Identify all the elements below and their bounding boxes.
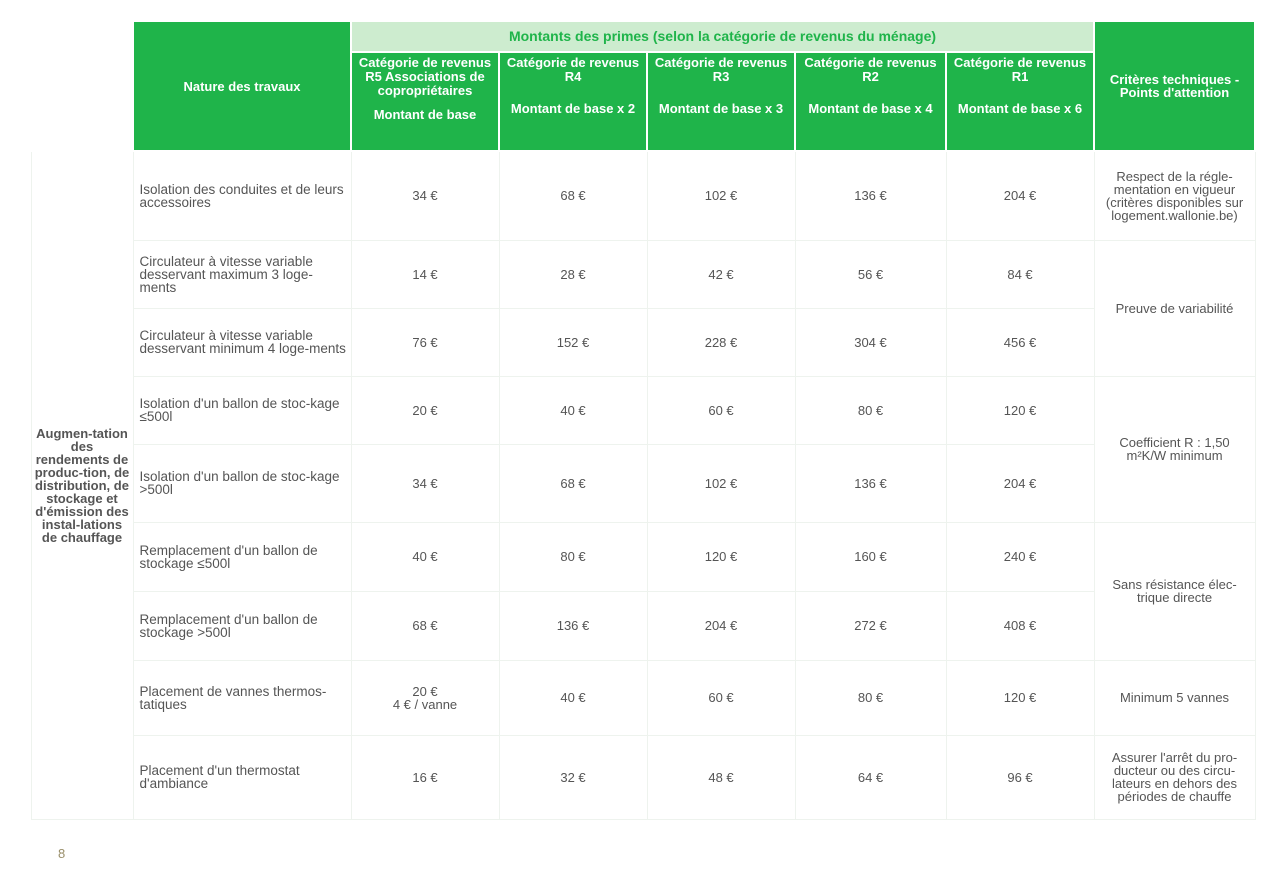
category-multiplier: Montant de base x 4 bbox=[808, 101, 933, 116]
corner-blank bbox=[30, 20, 134, 152]
table-row: Isolation d'un ballon de stoc-kage ≤500l… bbox=[31, 375, 1256, 523]
amount-cell: 48 € bbox=[646, 734, 796, 820]
category-header-r4: Catégorie de revenus R4 Montant de base … bbox=[498, 51, 648, 152]
amount-cell: 28 € bbox=[498, 239, 648, 309]
group-label: Augmen-tation des rendements de produc-t… bbox=[30, 150, 134, 820]
amount-cell: 160 € bbox=[794, 521, 947, 592]
amount-cell: 68 € bbox=[498, 443, 648, 523]
amount-cell: 20 € bbox=[350, 375, 500, 445]
category-label: Catégorie de revenus R4 bbox=[506, 55, 640, 84]
category-header-r5: Catégorie de revenus R5 Associations de … bbox=[350, 51, 500, 152]
table-row: Remplacement d'un ballon de stockage >50… bbox=[31, 590, 1255, 661]
amount-cell: 304 € bbox=[794, 307, 947, 377]
amount-cell: 14 € bbox=[350, 239, 500, 309]
amount-cell: 68 € bbox=[498, 150, 648, 241]
amount-cell: 16 € bbox=[350, 734, 500, 820]
amount-cell: 40 € bbox=[498, 375, 648, 445]
amount-cell: 204 € bbox=[646, 590, 796, 661]
category-header-r3: Catégorie de revenus R3 Montant de base … bbox=[646, 51, 796, 152]
nature-cell: Circulateur à vitesse variable desservan… bbox=[132, 239, 352, 309]
amount-cell: 60 € bbox=[646, 659, 796, 736]
table-row: Remplacement d'un ballon de stockage ≤50… bbox=[31, 521, 1256, 661]
amount-cell: 76 € bbox=[350, 307, 500, 377]
amount-cell: 136 € bbox=[498, 590, 648, 661]
table-row: Placement de vannes thermos-tatiques 20 … bbox=[31, 659, 1256, 736]
nature-cell: Remplacement d'un ballon de stockage ≤50… bbox=[132, 521, 352, 592]
amount-cell: 204 € bbox=[945, 150, 1095, 241]
category-label: Catégorie de revenus R2 bbox=[804, 55, 937, 84]
amount-cell: 40 € bbox=[498, 659, 648, 736]
amount-cell: 102 € bbox=[646, 443, 796, 523]
category-label: Catégorie de revenus R3 bbox=[654, 55, 788, 84]
nature-header: Nature des travaux bbox=[132, 20, 352, 152]
category-multiplier: Montant de base x 6 bbox=[957, 101, 1083, 116]
amount-cell: 32 € bbox=[498, 734, 648, 820]
category-header-r2: Catégorie de revenus R2 Montant de base … bbox=[794, 51, 947, 152]
amount-cell: 34 € bbox=[350, 150, 500, 241]
criteria-cell: Coefficient R : 1,50 m²K/W minimum bbox=[1093, 375, 1256, 523]
category-multiplier: Montant de base x 3 bbox=[658, 101, 784, 116]
table-row: Augmen-tation des rendements de produc-t… bbox=[30, 150, 1256, 820]
table-row: Placement d'un thermostat d'ambiance 16 … bbox=[31, 734, 1256, 820]
amount-cell: 80 € bbox=[794, 659, 947, 736]
amount-cell: 64 € bbox=[794, 734, 947, 820]
amount-value: 20 € bbox=[412, 683, 438, 699]
nature-cell: Placement d'un thermostat d'ambiance bbox=[132, 734, 352, 820]
amount-cell: 408 € bbox=[945, 590, 1095, 661]
amount-cell: 68 € bbox=[350, 590, 500, 661]
amount-cell: 34 € bbox=[350, 443, 500, 523]
nature-cell: Circulateur à vitesse variable desservan… bbox=[132, 307, 352, 377]
amount-extra: 4 € / vanne bbox=[392, 696, 458, 712]
criteria-cell: Preuve de variabilité bbox=[1093, 239, 1256, 377]
amount-cell: 102 € bbox=[646, 150, 796, 241]
amount-cell: 120 € bbox=[945, 659, 1095, 736]
amount-cell: 228 € bbox=[646, 307, 796, 377]
amount-cell: 136 € bbox=[794, 443, 947, 523]
amount-cell: 120 € bbox=[646, 521, 796, 592]
amounts-super-header: Montants des primes (selon la catégorie … bbox=[349, 20, 1096, 53]
amount-cell: 80 € bbox=[794, 375, 947, 445]
criteria-cell: Minimum 5 vannes bbox=[1093, 659, 1256, 736]
amount-cell: 152 € bbox=[498, 307, 648, 377]
nature-cell: Isolation des conduites et de leurs acce… bbox=[132, 150, 352, 241]
category-multiplier: Montant de base x 2 bbox=[510, 101, 636, 116]
criteria-cell: Respect de la régle-mentation en vigueur… bbox=[1093, 150, 1256, 241]
category-label: Catégorie de revenus R5 Associations de … bbox=[358, 55, 492, 98]
amount-cell: 20 € 4 € / vanne bbox=[350, 659, 500, 736]
criteria-cell: Assurer l'arrêt du pro-ducteur ou des ci… bbox=[1093, 734, 1256, 820]
category-multiplier: Montant de base bbox=[373, 107, 477, 122]
amount-cell: 120 € bbox=[945, 375, 1095, 445]
amount-cell: 80 € bbox=[498, 521, 648, 592]
amount-cell: 42 € bbox=[646, 239, 796, 309]
amount-cell: 272 € bbox=[794, 590, 947, 661]
amount-cell: 456 € bbox=[945, 307, 1095, 377]
table-row: Circulateur à vitesse variable desservan… bbox=[31, 307, 1255, 377]
page-number: 8 bbox=[58, 846, 66, 861]
category-label: Catégorie de revenus R1 bbox=[953, 55, 1087, 84]
amount-cell: 204 € bbox=[945, 443, 1095, 523]
table-row: Isolation d'un ballon de stoc-kage >500l… bbox=[31, 443, 1255, 523]
nature-cell: Isolation d'un ballon de stoc-kage >500l bbox=[132, 443, 352, 523]
nature-cell: Isolation d'un ballon de stoc-kage ≤500l bbox=[132, 375, 352, 445]
nature-cell: Remplacement d'un ballon de stockage >50… bbox=[132, 590, 352, 661]
amount-cell: 56 € bbox=[794, 239, 947, 309]
amount-cell: 136 € bbox=[794, 150, 947, 241]
criteria-cell: Sans résistance élec-trique directe bbox=[1093, 521, 1256, 661]
amount-cell: 60 € bbox=[646, 375, 796, 445]
criteria-header: Critères techniques - Points d'attention bbox=[1093, 20, 1257, 152]
amount-cell: 96 € bbox=[945, 734, 1095, 820]
amount-cell: 40 € bbox=[350, 521, 500, 592]
category-header-r1: Catégorie de revenus R1 Montant de base … bbox=[944, 51, 1096, 152]
amount-cell: 240 € bbox=[945, 521, 1095, 592]
amount-cell: 84 € bbox=[945, 239, 1095, 309]
table-row: Circulateur à vitesse variable desservan… bbox=[31, 239, 1256, 377]
nature-cell: Placement de vannes thermos-tatiques bbox=[132, 659, 352, 736]
primes-table: Nature des travaux Montants des primes (… bbox=[30, 20, 1257, 820]
